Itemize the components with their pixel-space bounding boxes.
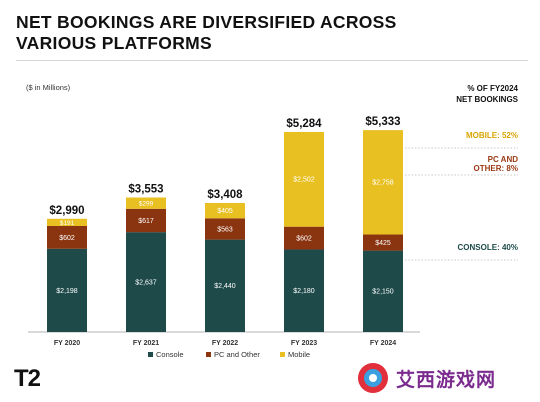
bar-total-label: $3,408 xyxy=(207,189,243,201)
bar-segment-pc-and-other xyxy=(126,208,166,233)
bar-segment-console xyxy=(126,232,166,332)
x-tick-label: FY 2023 xyxy=(291,340,317,347)
segment-value-label: $2,637 xyxy=(135,279,157,286)
watermark-text: 艾西游戏网 xyxy=(396,368,497,391)
bar-total-label: $5,333 xyxy=(365,116,400,128)
segment-value-label: $2,180 xyxy=(293,288,315,295)
segment-value-label: $2,150 xyxy=(372,289,394,296)
bar-segment-mobile xyxy=(284,131,324,227)
segment-value-label: $2,502 xyxy=(293,177,315,184)
segment-value-label: $299 xyxy=(139,201,154,208)
x-tick-label: FY 2021 xyxy=(133,340,159,347)
bar-segment-pc-and-other xyxy=(205,218,245,240)
bar-segment-mobile xyxy=(47,218,87,226)
units-note: ($ in Millions) xyxy=(26,83,71,92)
share-panel-title-line-2: NET BOOKINGS xyxy=(456,95,518,104)
bar-segment-console xyxy=(47,248,87,332)
segment-value-label: $617 xyxy=(138,218,154,225)
x-tick-label: FY 2022 xyxy=(212,340,238,347)
bar-segment-console xyxy=(284,249,324,332)
segment-value-label: $2,440 xyxy=(214,283,236,290)
segment-value-label: $2,198 xyxy=(56,288,78,295)
bar-segment-pc-and-other xyxy=(363,234,403,251)
bar-total-label: $3,553 xyxy=(128,183,163,195)
legend-label: PC and Other xyxy=(214,350,260,359)
legend-swatch xyxy=(206,352,211,357)
bar-segment-console xyxy=(205,239,245,332)
segment-value-label: $2,758 xyxy=(372,180,394,187)
segment-value-label: $425 xyxy=(375,240,391,247)
segment-value-label: $563 xyxy=(217,226,233,233)
share-panel-title-line-1: % OF FY2024 xyxy=(467,84,518,93)
share-label: CONSOLE: 40% xyxy=(458,243,518,252)
x-tick-label: FY 2020 xyxy=(54,340,80,347)
watermark-globe-icon xyxy=(358,363,388,393)
bar-segment-mobile xyxy=(205,202,245,219)
legend-swatch xyxy=(148,352,153,357)
share-label-line-2: OTHER: 8% xyxy=(474,164,518,173)
segment-value-label: $191 xyxy=(60,220,75,227)
legend-label: Mobile xyxy=(288,350,310,359)
x-tick-label: FY 2024 xyxy=(370,340,396,347)
legend-swatch xyxy=(280,352,285,357)
chart-title: NET BOOKINGS ARE DIVERSIFIED ACROSS VARI… xyxy=(16,12,436,54)
bar-segment-console xyxy=(363,250,403,332)
watermark: 艾西游戏网 xyxy=(358,360,528,396)
bar-total-label: $2,990 xyxy=(49,205,84,217)
chart-title-line-2: VARIOUS PLATFORMS xyxy=(16,33,212,53)
bar-segment-mobile xyxy=(126,197,166,209)
chart-title-line-1: NET BOOKINGS ARE DIVERSIFIED ACROSS xyxy=(16,12,397,32)
share-label: MOBILE: 52% xyxy=(466,131,518,140)
bar-segment-pc-and-other xyxy=(47,226,87,249)
share-label: PC AND xyxy=(488,155,519,164)
segment-value-label: $405 xyxy=(217,208,233,215)
bar-segment-mobile xyxy=(363,130,403,235)
bar-segment-pc-and-other xyxy=(284,226,324,250)
title-divider xyxy=(16,60,528,61)
legend-label: Console xyxy=(156,350,184,359)
segment-value-label: $602 xyxy=(59,235,75,242)
segment-value-label: $602 xyxy=(296,235,312,242)
take-two-logo: T2 xyxy=(14,365,41,392)
bar-total-label: $5,284 xyxy=(286,118,322,130)
